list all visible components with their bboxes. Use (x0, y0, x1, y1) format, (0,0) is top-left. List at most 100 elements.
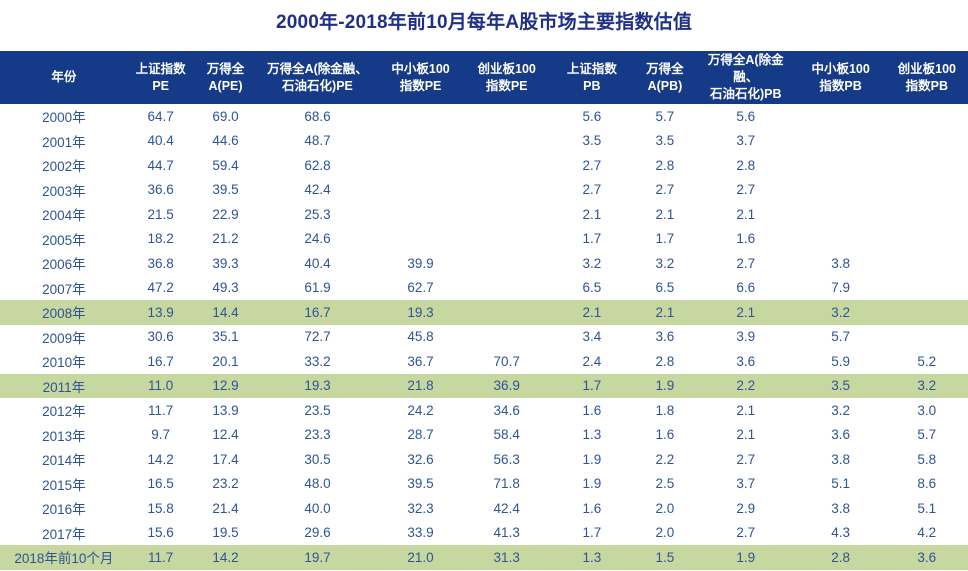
column-header: 万得全 A(PB) (633, 51, 696, 104)
value-cell: 29.6 (257, 520, 378, 545)
year-cell: 2000年 (0, 104, 128, 129)
value-cell: 69.0 (193, 104, 258, 129)
value-cell (377, 104, 464, 129)
value-cell (885, 300, 968, 325)
value-cell: 6.5 (633, 275, 696, 300)
value-cell: 42.4 (463, 496, 550, 521)
value-cell (463, 275, 550, 300)
value-cell (463, 128, 550, 153)
value-cell: 25.3 (257, 202, 378, 227)
value-cell: 32.6 (377, 447, 464, 472)
value-cell (885, 104, 968, 129)
value-cell (463, 202, 550, 227)
value-cell: 61.9 (257, 275, 378, 300)
value-cell: 1.7 (549, 373, 634, 398)
value-cell: 9.7 (127, 422, 194, 447)
value-cell: 2.4 (549, 349, 634, 374)
value-cell: 15.6 (127, 520, 194, 545)
value-cell: 3.4 (549, 324, 634, 349)
value-cell: 18.2 (127, 226, 194, 251)
value-cell: 8.6 (885, 471, 968, 496)
value-cell: 3.2 (549, 251, 634, 276)
value-cell: 1.9 (633, 373, 696, 398)
value-cell: 44.6 (193, 128, 258, 153)
value-cell: 2.7 (695, 447, 796, 472)
value-cell: 59.4 (193, 153, 258, 178)
value-cell: 3.8 (795, 447, 886, 472)
value-cell: 21.5 (127, 202, 194, 227)
value-cell: 24.2 (377, 398, 464, 423)
value-cell: 2.8 (633, 349, 696, 374)
value-cell: 1.9 (695, 545, 796, 570)
value-cell: 13.9 (127, 300, 194, 325)
value-cell (885, 324, 968, 349)
value-cell: 12.9 (193, 373, 258, 398)
value-cell: 34.6 (463, 398, 550, 423)
value-cell: 2.7 (633, 177, 696, 202)
value-cell: 3.5 (795, 373, 886, 398)
value-cell: 2.7 (695, 177, 796, 202)
year-cell: 2014年 (0, 447, 128, 472)
value-cell: 12.4 (193, 422, 258, 447)
value-cell: 71.8 (463, 471, 550, 496)
value-cell: 21.8 (377, 373, 464, 398)
value-cell: 5.8 (885, 447, 968, 472)
value-cell: 2.8 (795, 545, 886, 570)
value-cell: 5.7 (795, 324, 886, 349)
column-header: 中小板100 指数PB (795, 51, 886, 104)
table-row: 2007年 47.2 49.3 61.9 62.7 6.5 6.5 6.6 7.9 (0, 275, 968, 300)
year-cell: 2010年 (0, 349, 128, 374)
table-row: 2004年 21.5 22.9 25.3 2.1 2.1 2.1 (0, 202, 968, 227)
value-cell: 44.7 (127, 153, 194, 178)
value-cell: 47.2 (127, 275, 194, 300)
value-cell: 30.6 (127, 324, 194, 349)
value-cell: 30.5 (257, 447, 378, 472)
value-cell: 40.4 (257, 251, 378, 276)
value-cell: 3.8 (795, 251, 886, 276)
value-cell: 3.6 (795, 422, 886, 447)
table-row: 2001年 40.4 44.6 48.7 3.5 3.5 3.7 (0, 128, 968, 153)
table-row: 2012年 11.7 13.9 23.5 24.2 34.6 1.6 1.8 2.1 3.2 3.0 (0, 398, 968, 423)
table-row: 2013年 9.7 12.4 23.3 28.7 58.4 1.3 1.6 2.1 3.6 5.7 (0, 422, 968, 447)
value-cell: 1.6 (549, 496, 634, 521)
value-cell: 68.6 (257, 104, 378, 129)
value-cell: 56.3 (463, 447, 550, 472)
value-cell: 3.5 (549, 128, 634, 153)
value-cell: 48.0 (257, 471, 378, 496)
table-row: 2014年 14.2 17.4 30.5 32.6 56.3 1.9 2.2 2.7 3.8 5.8 (0, 447, 968, 472)
table-row: 2002年 44.7 59.4 62.8 2.7 2.8 2.8 (0, 153, 968, 178)
value-cell: 2.2 (633, 447, 696, 472)
value-cell: 24.6 (257, 226, 378, 251)
year-cell: 2008年 (0, 300, 128, 325)
table-row: 2011年 11.0 12.9 19.3 21.8 36.9 1.7 1.9 2.2 3.5 3.2 (0, 373, 968, 398)
value-cell: 40.0 (257, 496, 378, 521)
value-cell (463, 324, 550, 349)
table-row: 2015年 16.5 23.2 48.0 39.5 71.8 1.9 2.5 3.7 5.1 8.6 (0, 471, 968, 496)
value-cell: 39.5 (193, 177, 258, 202)
value-cell: 4.3 (795, 520, 886, 545)
value-cell: 1.3 (549, 545, 634, 570)
value-cell: 14.2 (193, 545, 258, 570)
value-cell: 2.7 (695, 520, 796, 545)
table-header: 年份 上证指数 PE 万得全 A(PE) 万得全A(除金融、 石油石化)PE 中小板10… (0, 51, 968, 104)
year-cell: 2016年 (0, 496, 128, 521)
year-cell: 2018年前10个月 (0, 545, 128, 570)
value-cell (463, 226, 550, 251)
value-cell: 23.2 (193, 471, 258, 496)
value-cell: 36.6 (127, 177, 194, 202)
value-cell: 5.7 (633, 104, 696, 129)
value-cell: 33.2 (257, 349, 378, 374)
value-cell: 3.7 (695, 128, 796, 153)
value-cell (885, 153, 968, 178)
table-row: 2008年 13.9 14.4 16.7 19.3 2.1 2.1 2.1 3.2 (0, 300, 968, 325)
value-cell: 2.1 (695, 202, 796, 227)
column-header: 创业板100 指数PE (463, 51, 550, 104)
value-cell: 3.6 (633, 324, 696, 349)
value-cell: 20.1 (193, 349, 258, 374)
value-cell: 70.7 (463, 349, 550, 374)
value-cell: 33.9 (377, 520, 464, 545)
value-cell: 5.6 (549, 104, 634, 129)
title-bar: 2000年-2018年前10月每年A股市场主要指数估值 (0, 0, 968, 51)
table-row: 2009年 30.6 35.1 72.7 45.8 3.4 3.6 3.9 5.7 (0, 324, 968, 349)
value-cell: 1.5 (633, 545, 696, 570)
